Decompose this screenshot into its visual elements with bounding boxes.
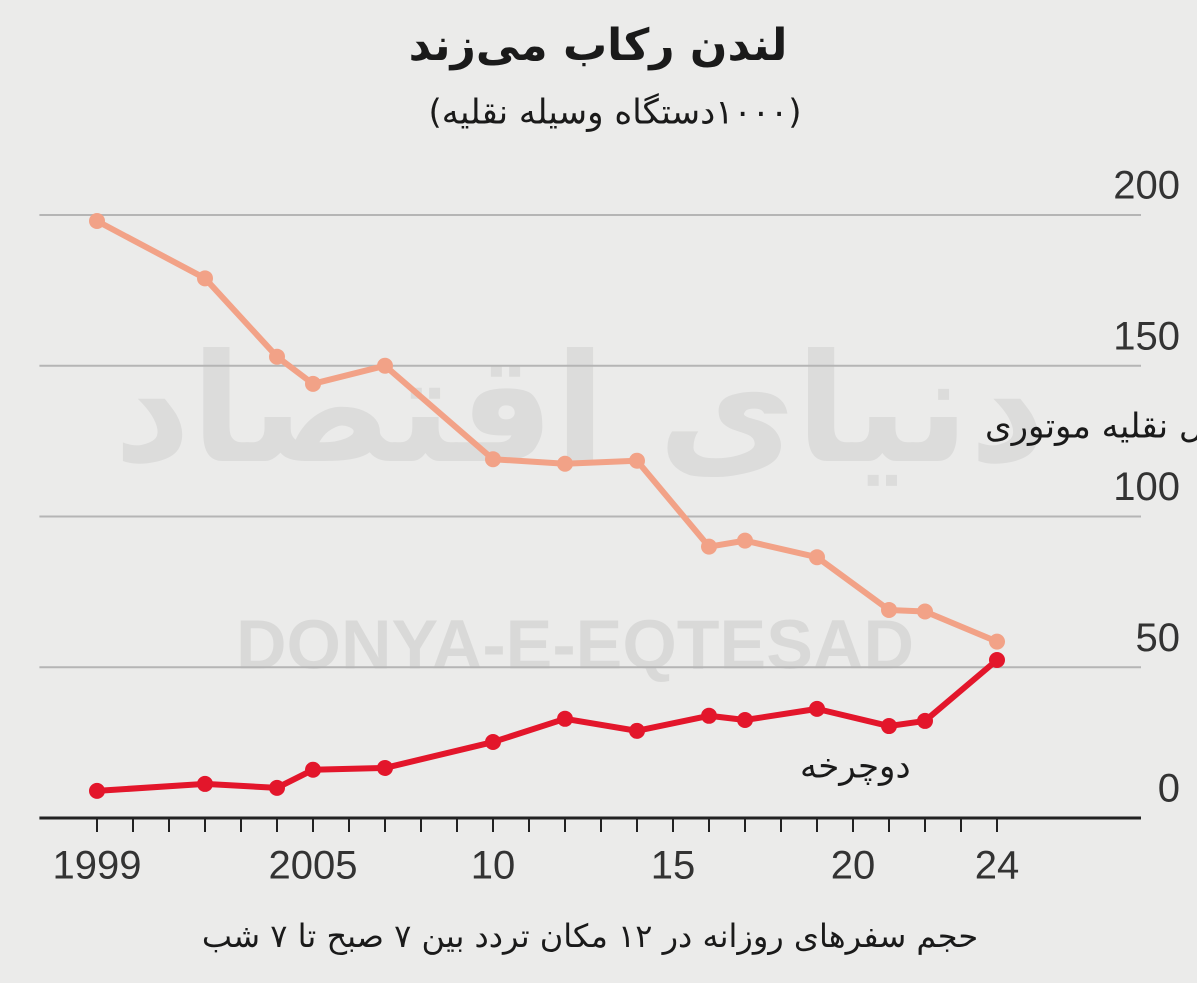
y-tick-label: 200 xyxy=(1113,164,1180,208)
y-tick-label: 0 xyxy=(1158,767,1180,811)
data-point xyxy=(197,775,213,792)
data-point xyxy=(269,348,285,365)
y-tick-label: 100 xyxy=(1113,465,1180,509)
data-point xyxy=(881,718,897,735)
data-point xyxy=(809,700,825,717)
y-tick-label: 150 xyxy=(1113,314,1180,358)
y-tick-label: 50 xyxy=(1136,616,1181,660)
watermark: DONYA-E-EQTESAD xyxy=(236,605,914,683)
data-point xyxy=(917,712,933,729)
data-point xyxy=(989,652,1005,669)
data-point xyxy=(557,710,573,727)
data-point xyxy=(377,759,393,776)
data-point xyxy=(89,782,105,799)
data-point xyxy=(197,270,213,287)
data-point xyxy=(269,779,285,796)
data-point xyxy=(701,538,717,555)
data-point xyxy=(485,734,501,751)
footnote: حجم سفرهای روزانه در ۱۲ مکان تردد بین ۷ … xyxy=(202,917,978,955)
data-point xyxy=(557,455,573,472)
data-point xyxy=(629,722,645,739)
chart-subtitle: (۱۰۰۰دستگاه وسیله نقلیه) xyxy=(428,93,801,133)
x-tick-label: 1999 xyxy=(53,844,142,888)
series-label: دوچرخه xyxy=(800,747,911,787)
data-point xyxy=(809,549,825,566)
data-point xyxy=(305,761,321,778)
data-point xyxy=(89,213,105,230)
x-tick-label: 20 xyxy=(831,844,876,888)
data-point xyxy=(305,375,321,392)
watermark-logo: دنیای اقتصاد xyxy=(114,323,1047,497)
data-point xyxy=(629,452,645,469)
x-tick-label: 24 xyxy=(975,844,1020,888)
x-tick-label: 15 xyxy=(651,844,696,888)
series-label: وسایل نقلیه موتوری xyxy=(985,407,1197,447)
data-point xyxy=(881,601,897,618)
data-point xyxy=(989,633,1005,650)
chart-title: لندن رکاب می‌زند xyxy=(409,20,788,71)
data-point xyxy=(485,451,501,468)
data-point xyxy=(917,603,933,620)
data-point xyxy=(737,712,753,729)
x-tick-label: 10 xyxy=(471,844,516,888)
x-tick-label: 2005 xyxy=(269,844,358,888)
data-point xyxy=(377,357,393,374)
data-point xyxy=(737,532,753,549)
data-point xyxy=(701,707,717,724)
